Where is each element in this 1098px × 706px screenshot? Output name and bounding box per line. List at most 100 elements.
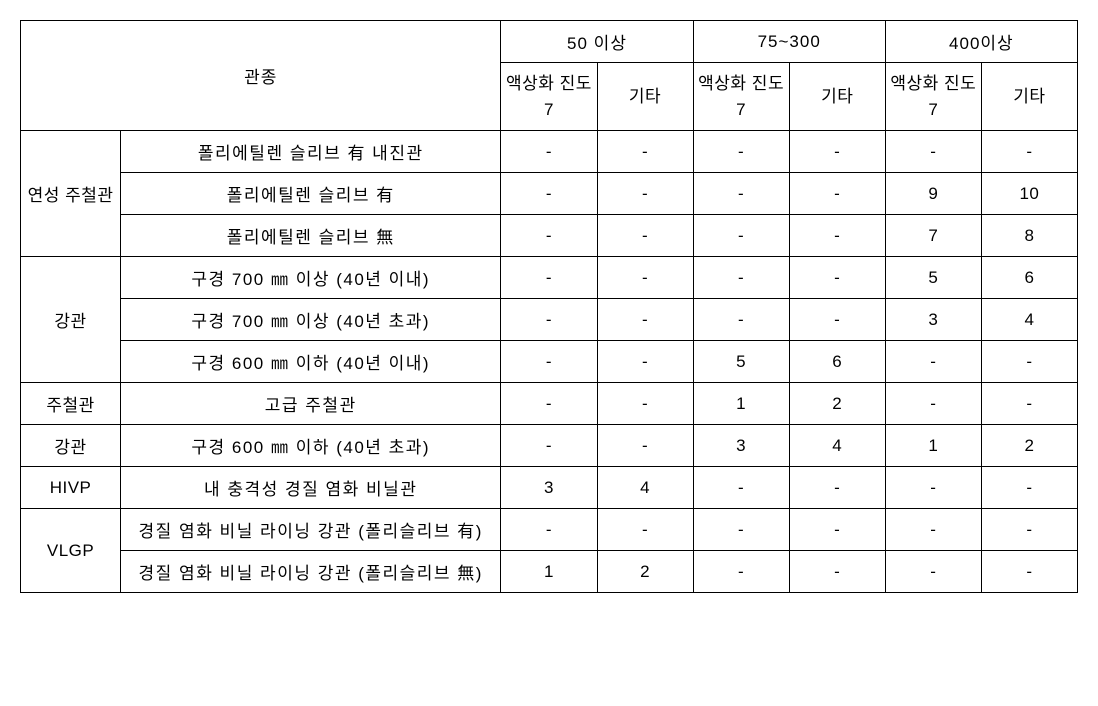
header-group-2: 75~300 [693, 21, 885, 63]
cell: - [597, 299, 693, 341]
table-row: HIVP 내 충격성 경질 염화 비닐관 3 4 - - - - [21, 467, 1078, 509]
cell: - [597, 425, 693, 467]
cell: - [693, 467, 789, 509]
row-desc: 폴리에틸렌 슬리브 無 [121, 215, 501, 257]
table-row: 경질 염화 비닐 라이닝 강관 (폴리슬리브 無) 1 2 - - - - [21, 551, 1078, 593]
header-group-1: 50 이상 [501, 21, 693, 63]
subheader-3b: 기타 [981, 63, 1077, 131]
cell: - [693, 509, 789, 551]
cell: 3 [693, 425, 789, 467]
cell: 6 [981, 257, 1077, 299]
cell: - [597, 131, 693, 173]
table-row: 강관 구경 700 ㎜ 이상 (40년 이내) - - - - 5 6 [21, 257, 1078, 299]
cell: 1 [885, 425, 981, 467]
cell: - [885, 551, 981, 593]
cell: - [981, 509, 1077, 551]
cell: - [789, 131, 885, 173]
cell: - [597, 341, 693, 383]
cell: - [789, 299, 885, 341]
table-row: 연성 주철관 폴리에틸렌 슬리브 有 내진관 - - - - - - [21, 131, 1078, 173]
cell: - [693, 173, 789, 215]
category-steel1: 강관 [21, 257, 121, 383]
category-ductile: 연성 주철관 [21, 131, 121, 257]
cell: - [885, 467, 981, 509]
cell: 6 [789, 341, 885, 383]
cell: - [789, 257, 885, 299]
cell: 2 [981, 425, 1077, 467]
pipe-priority-table: 관종 50 이상 75~300 400이상 액상화 진도7 기타 액상화 진도7… [20, 20, 1078, 593]
subheader-2a: 액상화 진도7 [693, 63, 789, 131]
cell: - [501, 173, 597, 215]
cell: - [501, 131, 597, 173]
cell: 5 [693, 341, 789, 383]
cell: 7 [885, 215, 981, 257]
cell: 1 [693, 383, 789, 425]
cell: - [597, 383, 693, 425]
cell: - [981, 467, 1077, 509]
cell: 4 [597, 467, 693, 509]
cell: - [981, 131, 1077, 173]
cell: - [885, 341, 981, 383]
cell: - [693, 131, 789, 173]
row-desc: 경질 염화 비닐 라이닝 강관 (폴리슬리브 有) [121, 509, 501, 551]
cell: 3 [501, 467, 597, 509]
cell: - [597, 257, 693, 299]
cell: - [501, 299, 597, 341]
cell: - [501, 509, 597, 551]
cell: - [885, 383, 981, 425]
cell: - [789, 173, 885, 215]
category-vlgp: VLGP [21, 509, 121, 593]
row-desc: 폴리에틸렌 슬리브 有 [121, 173, 501, 215]
cell: 9 [885, 173, 981, 215]
cell: - [597, 215, 693, 257]
cell: - [597, 173, 693, 215]
category-steel2: 강관 [21, 425, 121, 467]
table-row: 폴리에틸렌 슬리브 無 - - - - 7 8 [21, 215, 1078, 257]
cell: 2 [597, 551, 693, 593]
cell: - [981, 383, 1077, 425]
cell: - [501, 341, 597, 383]
row-desc: 고급 주철관 [121, 383, 501, 425]
cell: 4 [789, 425, 885, 467]
cell: 2 [789, 383, 885, 425]
cell: - [501, 257, 597, 299]
cell: - [789, 509, 885, 551]
category-cast-iron: 주철관 [21, 383, 121, 425]
cell: - [981, 341, 1077, 383]
cell: 4 [981, 299, 1077, 341]
cell: 10 [981, 173, 1077, 215]
table-row: 강관 구경 600 ㎜ 이하 (40년 초과) - - 3 4 1 2 [21, 425, 1078, 467]
row-desc: 경질 염화 비닐 라이닝 강관 (폴리슬리브 無) [121, 551, 501, 593]
table-row: 폴리에틸렌 슬리브 有 - - - - 9 10 [21, 173, 1078, 215]
row-desc: 구경 600 ㎜ 이하 (40년 초과) [121, 425, 501, 467]
table-row: VLGP 경질 염화 비닐 라이닝 강관 (폴리슬리브 有) - - - - -… [21, 509, 1078, 551]
cell: - [693, 257, 789, 299]
table-row: 구경 700 ㎜ 이상 (40년 초과) - - - - 3 4 [21, 299, 1078, 341]
header-pipe-type: 관종 [21, 21, 501, 131]
row-desc: 구경 600 ㎜ 이하 (40년 이내) [121, 341, 501, 383]
subheader-1a: 액상화 진도7 [501, 63, 597, 131]
cell: - [693, 299, 789, 341]
row-desc: 폴리에틸렌 슬리브 有 내진관 [121, 131, 501, 173]
cell: - [885, 131, 981, 173]
subheader-3a: 액상화 진도7 [885, 63, 981, 131]
cell: - [501, 215, 597, 257]
cell: - [789, 551, 885, 593]
cell: - [501, 383, 597, 425]
cell: 1 [501, 551, 597, 593]
cell: - [885, 509, 981, 551]
row-desc: 내 충격성 경질 염화 비닐관 [121, 467, 501, 509]
category-hivp: HIVP [21, 467, 121, 509]
cell: - [789, 467, 885, 509]
cell: 5 [885, 257, 981, 299]
cell: 3 [885, 299, 981, 341]
subheader-2b: 기타 [789, 63, 885, 131]
row-desc: 구경 700 ㎜ 이상 (40년 이내) [121, 257, 501, 299]
cell: - [501, 425, 597, 467]
cell: - [693, 215, 789, 257]
cell: 8 [981, 215, 1077, 257]
header-group-3: 400이상 [885, 21, 1077, 63]
table-row: 주철관 고급 주철관 - - 1 2 - - [21, 383, 1078, 425]
subheader-1b: 기타 [597, 63, 693, 131]
cell: - [789, 215, 885, 257]
